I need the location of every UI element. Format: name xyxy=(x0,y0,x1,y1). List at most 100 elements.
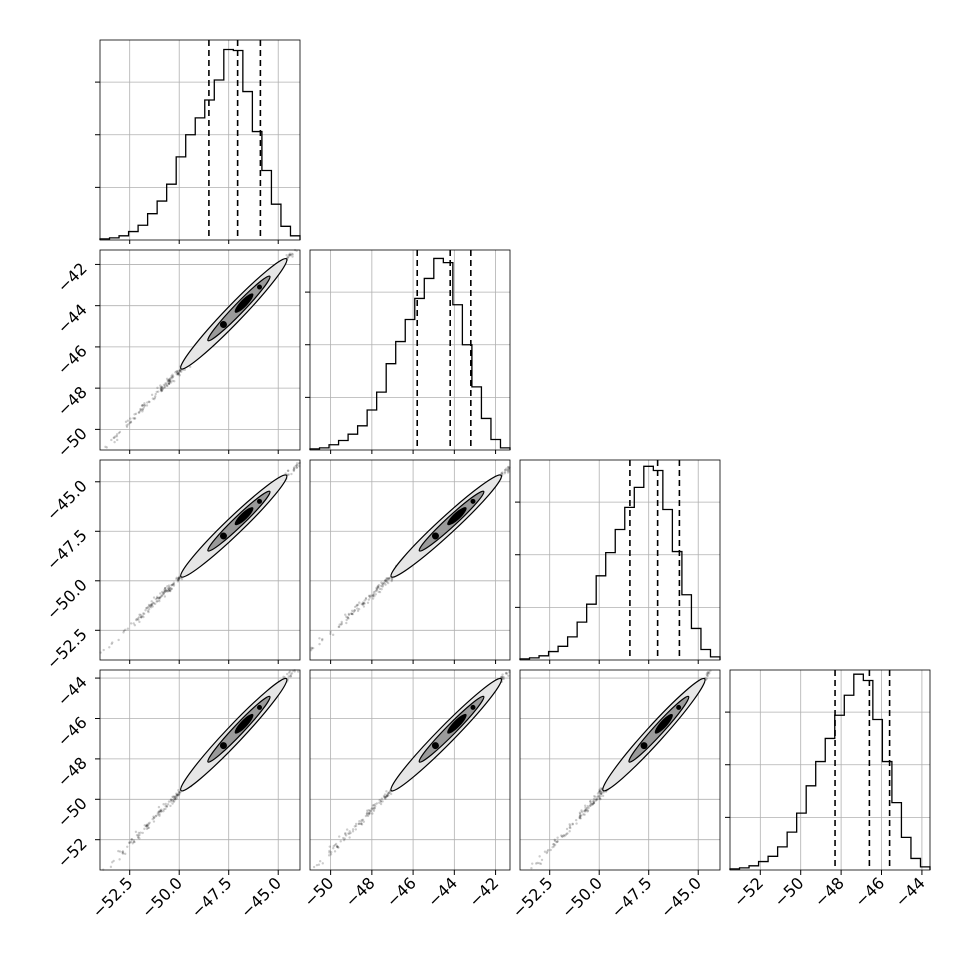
scatter-point xyxy=(159,596,162,599)
scatter-point xyxy=(158,814,161,817)
scatter-point xyxy=(139,407,142,411)
scatter-point xyxy=(287,473,290,476)
scatter-point xyxy=(387,577,391,580)
scatter-point xyxy=(160,808,163,811)
scatter-point xyxy=(584,806,587,809)
scatter-point xyxy=(155,600,158,603)
scatter-point xyxy=(124,628,127,631)
scatter-point xyxy=(133,623,137,627)
scatter-point xyxy=(602,791,605,794)
scatter-point xyxy=(381,582,385,585)
scatter-point xyxy=(310,647,314,650)
scatter-point xyxy=(374,593,377,596)
scatter-point xyxy=(178,793,181,796)
scatter-point xyxy=(578,812,582,816)
scatter-point xyxy=(178,576,181,580)
scatter-point xyxy=(152,816,156,820)
scatter-point xyxy=(132,417,135,420)
scatter-point xyxy=(598,796,602,800)
scatter-point xyxy=(597,790,601,794)
scatter-point xyxy=(165,589,168,592)
scatter-point xyxy=(121,850,124,854)
scatter-point xyxy=(371,594,375,597)
scatter-point xyxy=(329,632,332,636)
scatter-point xyxy=(568,823,571,826)
scatter-point xyxy=(375,586,378,590)
scatter-point xyxy=(176,580,180,583)
scatter-point xyxy=(161,592,165,595)
scatter-point xyxy=(360,823,364,826)
scatter-point xyxy=(357,607,361,611)
scatter-point xyxy=(174,795,177,798)
scatter-point xyxy=(309,649,313,652)
scatter-point xyxy=(172,800,176,803)
scatter-point xyxy=(384,795,387,799)
scatter-point xyxy=(375,589,378,592)
scatter-point xyxy=(109,865,113,869)
scatter-point xyxy=(592,797,596,801)
scatter-point xyxy=(383,582,386,585)
scatter-point xyxy=(153,602,157,606)
scatter-point xyxy=(141,831,144,835)
scatter-point xyxy=(553,838,556,842)
scatter-point xyxy=(574,818,578,822)
scatter-point xyxy=(386,581,390,585)
scatter-point xyxy=(131,842,134,845)
scatter-point xyxy=(117,638,120,642)
scatter-point xyxy=(147,823,150,826)
scatter-point xyxy=(169,381,173,384)
scatter-point xyxy=(170,798,173,802)
scatter-point xyxy=(376,585,380,589)
scatter-point xyxy=(148,604,151,607)
scatter-point xyxy=(172,800,175,803)
scatter-point xyxy=(168,587,171,591)
scatter-point xyxy=(371,597,375,600)
panel-frame-hist xyxy=(99,39,301,241)
scatter-point xyxy=(390,579,393,583)
scatter-point xyxy=(339,840,342,843)
scatter-point xyxy=(592,802,595,805)
scatter-point xyxy=(110,438,113,442)
scatter-point xyxy=(389,792,393,796)
scatter-point xyxy=(385,794,389,798)
scatter-point xyxy=(503,470,507,474)
x-tick-label: −50 xyxy=(770,873,807,910)
scatter-point xyxy=(331,633,335,637)
scatter-point xyxy=(368,595,371,598)
scatter-point xyxy=(105,446,109,449)
scatter-point xyxy=(340,620,343,624)
scatter-point xyxy=(152,596,156,599)
scatter-point xyxy=(335,844,339,848)
scatter-point xyxy=(170,587,173,591)
scatter-point xyxy=(286,256,290,259)
scatter-point xyxy=(145,825,148,828)
scatter-point xyxy=(347,832,350,835)
scatter-point xyxy=(343,837,346,840)
scatter-point xyxy=(164,384,167,387)
scatter-point xyxy=(150,604,153,607)
scatter-point xyxy=(160,810,163,813)
scatter-point xyxy=(167,379,171,382)
scatter-point xyxy=(568,824,572,827)
scatter-point xyxy=(178,374,181,377)
scatter-point xyxy=(385,790,388,793)
scatter-point xyxy=(291,255,294,258)
scatter-point xyxy=(363,602,366,605)
panel-frame xyxy=(99,459,301,661)
scatter-point xyxy=(370,807,373,811)
scatter-point xyxy=(124,420,128,424)
scatter-point xyxy=(373,807,376,810)
scatter-point xyxy=(126,627,130,630)
scatter-point xyxy=(344,834,348,837)
scatter-point xyxy=(164,804,167,808)
scatter-point xyxy=(139,613,142,617)
scatter-point xyxy=(384,797,387,800)
scatter-point xyxy=(133,417,136,420)
scatter-point xyxy=(129,622,133,625)
scatter-point xyxy=(356,603,360,607)
density-core xyxy=(234,713,254,734)
scatter-point xyxy=(160,594,163,598)
scatter-point xyxy=(386,577,390,580)
scatter-point xyxy=(176,372,180,376)
scatter-point xyxy=(346,616,350,620)
